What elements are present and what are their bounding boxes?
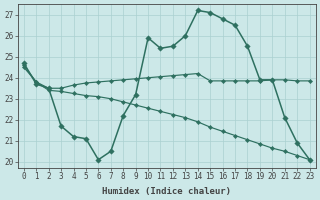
X-axis label: Humidex (Indice chaleur): Humidex (Indice chaleur) bbox=[102, 187, 231, 196]
